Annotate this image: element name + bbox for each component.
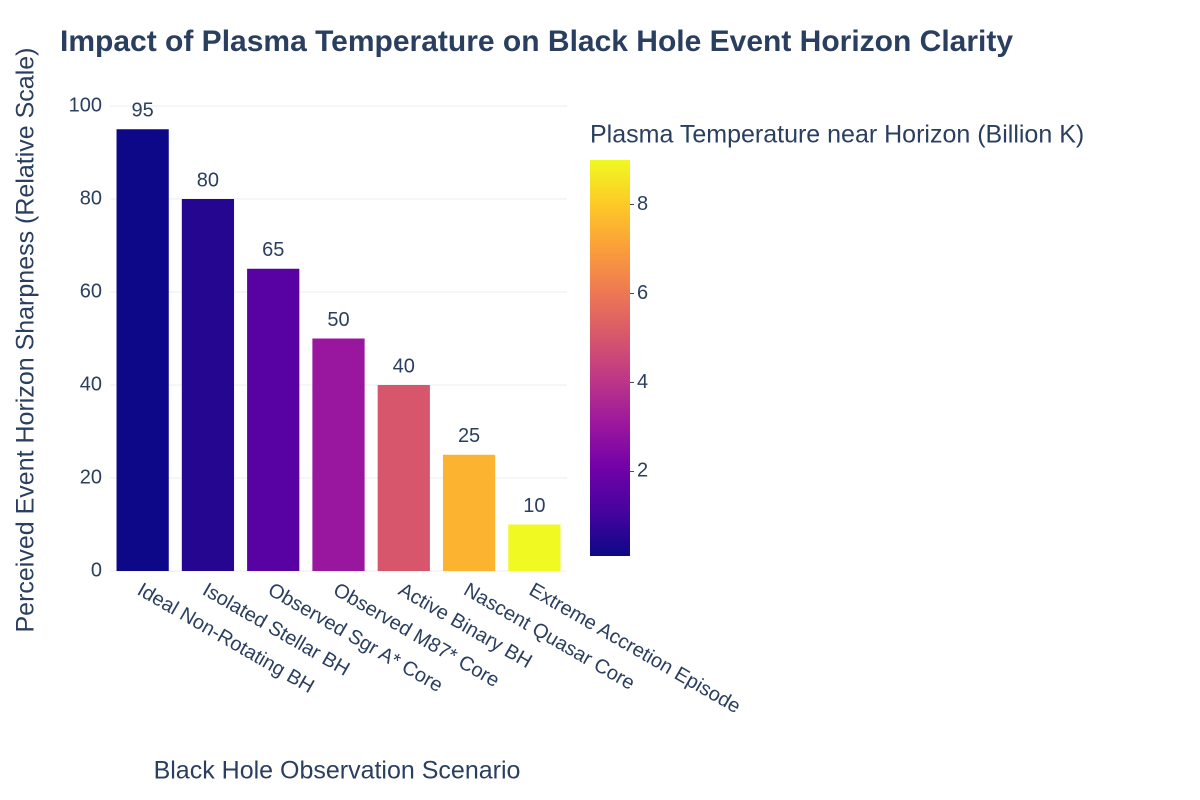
y-tick-label: 100 — [69, 94, 102, 116]
colorbar-tick-label: 8 — [637, 193, 648, 215]
bar — [508, 524, 561, 571]
y-tick-label: 80 — [80, 187, 102, 209]
bar — [116, 129, 169, 571]
bar — [442, 454, 496, 571]
chart-title: Impact of Plasma Temperature on Black Ho… — [60, 25, 1013, 58]
bar — [247, 268, 300, 571]
data-label: 40 — [393, 355, 415, 377]
colorbar — [590, 160, 630, 556]
bar — [312, 338, 365, 571]
x-axis-title: Black Hole Observation Scenario — [154, 757, 521, 785]
data-label: 65 — [262, 239, 284, 261]
y-axis-title: Perceived Event Horizon Sharpness (Relat… — [12, 48, 40, 633]
colorbar-tick-label: 4 — [637, 371, 648, 393]
data-label: 95 — [132, 100, 154, 122]
colorbar-tick-label: 6 — [637, 282, 648, 304]
colorbar-tick-label: 2 — [637, 460, 648, 482]
colorbar-title: Plasma Temperature near Horizon (Billion… — [590, 121, 1084, 149]
bar — [377, 385, 430, 571]
data-label: 80 — [197, 169, 219, 191]
y-tick-label: 40 — [80, 373, 102, 395]
data-label: 25 — [458, 425, 480, 447]
bar — [181, 199, 235, 571]
y-tick-label: 20 — [80, 466, 102, 488]
y-tick-label: 60 — [80, 280, 102, 302]
data-label: 10 — [523, 495, 545, 517]
y-tick-label: 0 — [91, 559, 102, 581]
data-label: 50 — [327, 309, 349, 331]
